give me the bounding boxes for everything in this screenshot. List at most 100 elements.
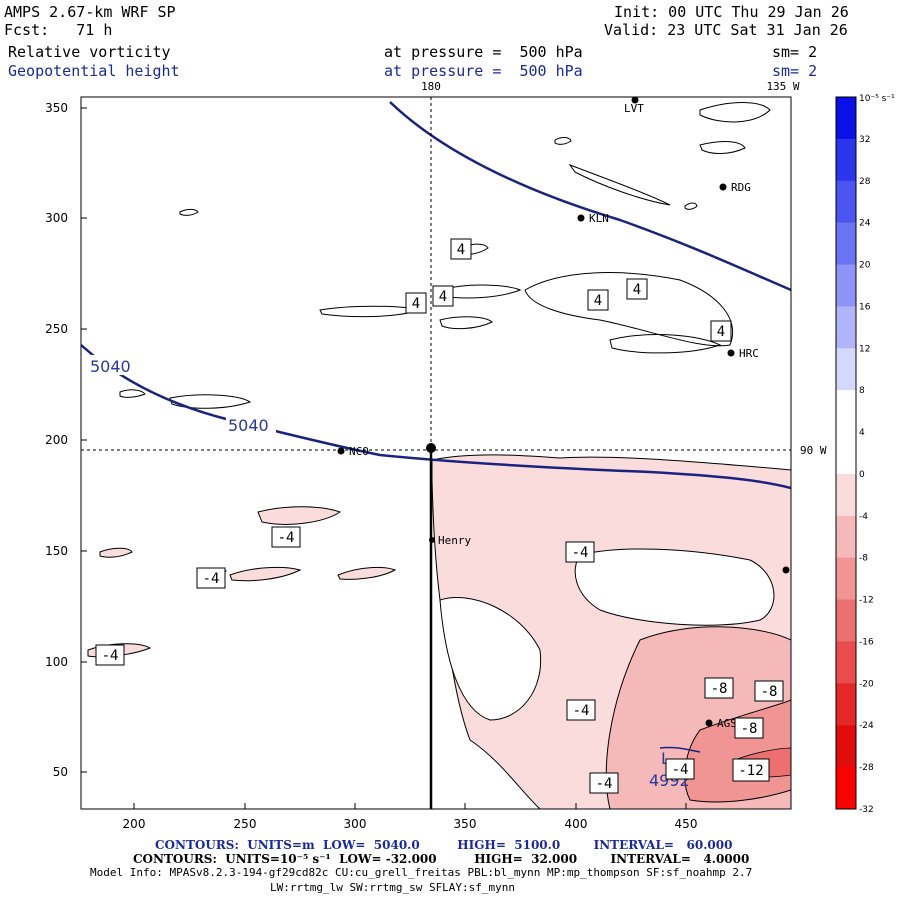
contour-label: -4 [278,530,295,546]
footer-height-contours: CONTOURS: UNITS=m LOW= 5040.0 HIGH= 5100… [155,838,733,852]
y-tick-label: 100 [45,655,68,669]
contour-label: -12 [738,763,763,779]
field2-pressure: at pressure = 500 hPa [384,62,583,80]
colorbar-tick-label: -4 [859,512,868,522]
lon-180-label: 180 [421,80,441,93]
colorbar-swatch [836,222,856,266]
station-label: Henry [438,534,471,547]
x-tick-label: 300 [344,817,367,831]
station-label: NCO [349,445,369,458]
y-tick-label: 50 [53,765,68,779]
vorticity-field [81,97,791,809]
colorbar-swatch [836,180,856,224]
colorbar-tick-label: -8 [859,554,868,564]
colorbar-tick-label: -20 [859,679,874,689]
init-time: Init: 00 UTC Thu 29 Jan 26 [614,3,849,21]
contour-label: 4 [439,289,447,305]
footer-physics-info: LW:rrtmg_lw SW:rrtmg_sw SFLAY:sf_mynn [270,881,516,894]
station-dot [429,537,435,543]
colorbar-swatch [836,264,856,307]
contour-label: -4 [596,776,613,792]
x-tick-label: 450 [675,817,698,831]
station-dot [337,447,345,455]
station-label: LVT [624,102,644,115]
contour-label: -4 [672,762,689,778]
colorbar-swatch [836,390,856,433]
valid-time: Valid: 23 UTC Sat 31 Jan 26 [604,21,848,39]
forecast-hour: Fcst: 71 h [4,21,113,39]
station-label: RDG [731,181,751,194]
field1-pressure: at pressure = 500 hPa [384,43,583,61]
colorbar-tick-label: 8 [859,386,865,396]
field1-name: Relative vorticity [8,43,171,61]
y-tick-label: 350 [45,101,68,115]
footer-model-info: Model Info: MPASv8.2.3-194-gf29cd82c CU:… [90,866,753,879]
y-tick-label: 250 [45,322,68,336]
colorbar-tick-label: -24 [859,721,874,731]
axis-ticks [81,107,687,809]
colorbar-tick-label: -28 [859,763,874,773]
colorbar-swatch [836,515,856,559]
vorticity-labels: 4 4 4 4 4 4 -4 -4 -4 -4 -4 -4 -4 -8 -8 -… [95,238,784,794]
colorbar-unit: 10⁻⁵ s⁻¹ [859,94,895,104]
field2-smoothing: sm= 2 [772,62,818,80]
station-dot [719,183,727,191]
x-tick-label: 350 [454,817,477,831]
colorbar-tick-label: 24 [859,219,871,229]
colorbar-tick-label: 12 [859,344,870,354]
colorbar-tick-label: 28 [859,177,871,187]
footer-vorticity-contours: CONTOURS: UNITS=10⁻⁵ s⁻¹ LOW= -32.000 HI… [133,852,750,866]
y-tick-label: 150 [45,544,68,558]
station-dot [727,349,735,357]
colorbar-tick-label: 0 [859,470,865,480]
colorbar-swatch [836,473,856,517]
station-dot [631,96,639,104]
station-label: AGS [717,717,737,730]
model-title: AMPS 2.67-km WRF SP [4,3,176,21]
colorbar-swatch [836,432,856,475]
x-tick-label: 250 [234,817,257,831]
contour-label: -4 [102,648,119,664]
colorbar-swatch [836,725,856,768]
colorbar-tick-label: 32 [859,135,870,145]
colorbar-tick-label: -16 [859,637,874,647]
colorbar: 32 28 24 20 16 12 8 4 0 -4 -8 -12 -16 -20 -24 -28 -32 [835,96,874,815]
x-tick-label: 200 [123,817,146,831]
station-dot [705,719,713,727]
plot-frame [80,96,792,810]
height-label: 5040 [90,357,131,376]
colorbar-swatch [836,306,856,349]
height-label: 5040 [228,416,269,435]
contour-label: 4 [717,324,725,340]
colorbar-swatch [836,97,856,140]
colorbar-swatch [836,641,856,684]
station-dot [577,214,585,222]
contour-label: -4 [203,571,220,587]
colorbar-tick-label: -32 [859,805,874,815]
colorbar-tick-label: 4 [859,428,865,438]
colorbar-tick-label: 20 [859,261,871,271]
colorbar-swatch [836,683,856,726]
contour-label: 4 [594,293,602,309]
field1-smoothing: sm= 2 [772,43,818,61]
lon-135w-label: 135 W [766,80,799,93]
contour-label: -8 [761,684,778,700]
contour-label: -4 [572,545,589,561]
colorbar-swatch [836,557,856,601]
contour-label: 4 [633,282,641,298]
colorbar-swatch [836,599,856,642]
pole-marker [426,443,436,453]
colorbar-swatch [836,348,856,391]
contour-label: -8 [741,721,758,737]
y-tick-label: 300 [45,211,68,225]
x-tick-label: 400 [565,817,588,831]
station-label: KLN [589,212,609,225]
y-tick-label: 200 [45,433,68,447]
contour-label: 4 [457,242,465,258]
station-dot [782,566,790,574]
contour-label: -8 [711,681,728,697]
colorbar-tick-label: 16 [859,302,871,312]
colorbar-swatch [836,767,856,810]
colorbar-swatch [836,138,856,182]
